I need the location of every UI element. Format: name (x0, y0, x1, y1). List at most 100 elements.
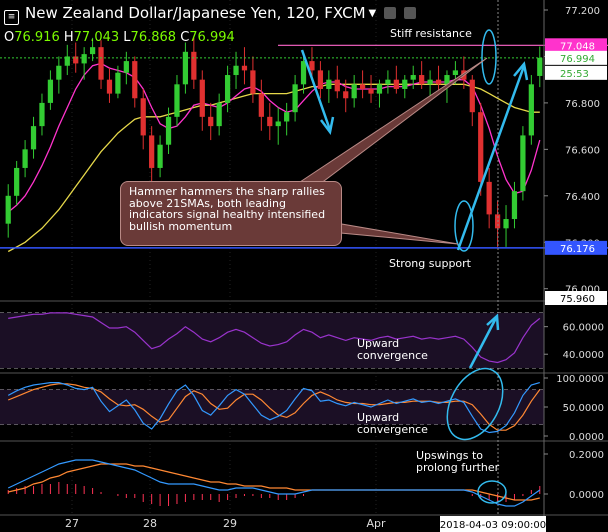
bull-candle (39, 102, 45, 127)
time-axis-label: Apr (366, 517, 386, 530)
bear-candle (208, 116, 214, 127)
stoch-note-line2: convergence (357, 423, 428, 436)
bear-candle (98, 47, 104, 80)
bull-candle (115, 72, 121, 94)
bull-candle (30, 126, 37, 150)
bear-candle (469, 79, 475, 113)
high-label: H (63, 30, 74, 45)
bear-candle (191, 51, 197, 80)
bear-candle (140, 98, 146, 136)
bear-candle (478, 112, 484, 182)
resistance-label: Stiff resistance (390, 27, 472, 40)
app-logo-icon: ≡ (4, 10, 19, 25)
macd-note: Upswings to prolong further (416, 450, 499, 474)
macd-panel (0, 442, 544, 514)
bear-candle (149, 135, 155, 168)
sma-fast-line (7, 62, 541, 213)
gear-icon[interactable] (384, 7, 397, 19)
price-badge-label: 77.048 (560, 41, 595, 52)
bull-candle (300, 61, 307, 85)
bull-candle (275, 121, 281, 127)
bull-candle (47, 79, 54, 103)
bull-candle (64, 56, 70, 66)
time-axis-label: 27 (65, 517, 79, 530)
bear-candle (309, 61, 315, 71)
support-highlight-ellipse (454, 200, 474, 252)
bear-candle (343, 91, 349, 99)
price-tick-label: 76.600 (565, 145, 600, 156)
bull-candle (452, 70, 459, 76)
high-value: 77.043 (73, 30, 120, 45)
price-badge (545, 38, 607, 53)
bear-candle (486, 181, 492, 215)
caret-down-icon[interactable]: ▼ (368, 8, 377, 19)
trend-arrow-down (300, 49, 335, 135)
bull-candle (233, 65, 239, 76)
price-badge-label: 76.176 (560, 244, 595, 255)
bull-candle (528, 84, 534, 136)
bull-candle (182, 51, 189, 85)
close-icon[interactable] (404, 7, 417, 19)
bear-candle (199, 79, 205, 117)
macd-tick-label: 0.0000 (569, 490, 604, 501)
rsi-line (8, 312, 541, 364)
macd-highlight-ellipse (477, 480, 507, 504)
bull-candle (174, 84, 180, 117)
ohlc-readout: O76.916 H77.043 L76.868 C76.994 (4, 30, 235, 45)
bull-candle (292, 84, 298, 113)
rsi-note-line1: Upward (357, 337, 400, 350)
macd-line (7, 459, 541, 507)
rsi-tick-label: 40.0000 (563, 350, 604, 361)
price-badge (545, 291, 607, 305)
bear-candle (317, 70, 324, 89)
bull-candle (5, 195, 11, 224)
macd-note-line2: prolong further (416, 461, 500, 474)
stoch-tick-label: 50.0000 (563, 403, 604, 414)
bull-candle (376, 84, 383, 94)
bull-candle (537, 57, 543, 76)
bull-candle (385, 79, 391, 85)
price-tick-label: 77.200 (565, 6, 600, 17)
bear-candle (250, 70, 256, 94)
bull-candle (22, 149, 28, 168)
time-axis-label: 29 (223, 517, 237, 530)
bull-candle (326, 79, 332, 89)
bull-candle (427, 79, 433, 85)
analysis-callout: Hammer hammers the sharp rallies above 2… (120, 181, 342, 246)
open-value: 76.916 (14, 30, 60, 45)
bull-candle (157, 144, 163, 168)
bull-candle (224, 75, 231, 103)
stoch-tick-label: 0.0000 (569, 432, 604, 443)
low-value: 76.868 (130, 30, 177, 45)
bull-candle (511, 191, 518, 220)
bear-candle (267, 116, 273, 127)
bull-candle (56, 65, 62, 80)
stoch-note: Upward convergence (357, 412, 428, 436)
bull-candle (14, 167, 20, 196)
rsi-note-line2: convergence (357, 349, 428, 362)
close-value: 76.994 (189, 30, 235, 45)
price-badge (545, 240, 607, 255)
crosshair-time-badge (440, 516, 546, 532)
price-tick-label: 76.400 (565, 192, 600, 203)
bear-candle (106, 79, 113, 94)
stoch-highlight-ellipse (446, 367, 504, 441)
bear-candle (132, 61, 138, 99)
bull-candle (503, 219, 509, 229)
chart-title: ≡ New Zealand Dollar/Japanese Yen, 120, F… (4, 4, 417, 25)
price-tick-label: 76.800 (565, 99, 600, 110)
time-axis-label: 28 (143, 517, 157, 530)
trend-arrow-up (456, 61, 529, 251)
bear-candle (435, 79, 442, 85)
macd-tick-label: 0.2000 (569, 450, 604, 461)
bull-candle (165, 116, 172, 145)
price-badge (545, 65, 607, 80)
bear-candle (73, 56, 79, 64)
bear-candle (393, 79, 399, 89)
bear-candle (368, 88, 374, 94)
rsi-arrow-up (468, 313, 500, 369)
bull-candle (123, 61, 129, 73)
rsi-note: Upward convergence (357, 338, 428, 362)
price-tick-label: 76.000 (565, 285, 600, 296)
